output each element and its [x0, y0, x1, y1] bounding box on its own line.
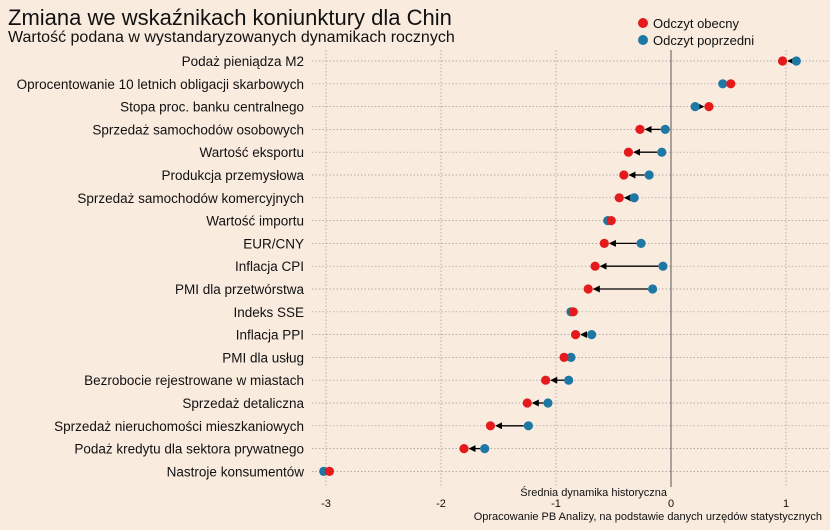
x-tick-label: -1: [551, 498, 561, 510]
y-tick-label: Produkcja przemysłowa: [161, 168, 304, 183]
point-previous: [629, 193, 639, 203]
y-tick-label: PMI dla usług: [222, 350, 304, 365]
point-current: [583, 284, 593, 294]
y-tick-label: Wartość eksportu: [199, 145, 304, 160]
row-podaz-kredytu-dla-sektora-prywatnego: [459, 444, 490, 454]
point-current: [568, 307, 578, 317]
y-tick-label: PMI dla przetwórstwa: [175, 282, 305, 297]
y-tick-label: Inflacja CPI: [235, 259, 304, 274]
row-wartosc-importu: [603, 216, 616, 226]
y-tick-label: Sprzedaż detaliczna: [182, 396, 304, 411]
row-pmi-dla-uslug: [559, 352, 576, 362]
point-current: [590, 261, 600, 271]
point-current: [485, 421, 496, 431]
legend-label-previous: Odczyt poprzedni: [653, 33, 754, 48]
point-previous: [791, 56, 801, 66]
y-tick-label: Bezrobocie rejestrowane w miastach: [84, 373, 304, 388]
y-tick-label: Podaż pieniądza M2: [182, 54, 304, 69]
row-indeks-sse: [566, 307, 578, 317]
point-previous: [660, 124, 670, 134]
row-podaz-pieniadza-m2: [777, 56, 801, 66]
point-current: [541, 375, 551, 385]
point-previous: [644, 170, 654, 180]
point-current: [522, 398, 532, 408]
x-tick-label: 0: [668, 498, 674, 510]
point-previous: [543, 398, 553, 408]
row-bezrobocie-rejestrowane-w-miastach: [541, 375, 574, 385]
y-tick-label: Wartość importu: [206, 214, 304, 229]
point-current: [559, 352, 569, 362]
x-tick-label: 1: [783, 498, 789, 510]
y-tick-label: Inflacja PPI: [236, 328, 304, 343]
y-tick-label: Oprocentowanie 10 letnich obligacji skar…: [17, 77, 304, 92]
point-current: [704, 102, 714, 112]
point-current: [726, 79, 736, 89]
row-sprzedaz-nieruchomosci-mieszkaniowych: [485, 421, 534, 431]
legend-marker-current: [638, 18, 648, 28]
y-tick-label: Sprzedaż samochodów osobowych: [92, 122, 304, 137]
row-nastroje-konsumentow: [319, 466, 335, 476]
point-previous: [636, 238, 646, 248]
y-tick-label: Indeks SSE: [233, 305, 304, 320]
point-current: [459, 444, 469, 454]
row-wartosc-eksportu: [623, 147, 667, 157]
point-current: [614, 193, 624, 203]
row-oprocentowanie-10-letnich-obligacji-skarbowych: [718, 79, 736, 89]
y-tick-label: Sprzedaż samochodów komercyjnych: [77, 191, 304, 206]
row-eur-cny: [599, 238, 646, 248]
x-axis-labels: -3 -2 -1 0 1: [321, 498, 789, 510]
row-sprzedaz-samochodow-komercyjnych: [614, 193, 639, 203]
point-previous: [690, 102, 700, 112]
point-previous: [523, 421, 534, 431]
marks: [319, 56, 801, 476]
point-current: [570, 330, 581, 340]
point-current: [324, 466, 335, 476]
y-axis-labels: Podaż pieniądza M2 Oprocentowanie 10 letn…: [17, 54, 305, 479]
point-current: [623, 147, 634, 157]
point-previous: [648, 284, 658, 294]
legend-marker-previous: [638, 35, 648, 45]
row-pmi-dla-przetworstwa: [583, 284, 658, 294]
row-sprzedaz-detaliczna: [522, 398, 553, 408]
row-inflacja-cpi: [590, 261, 668, 271]
point-previous: [718, 79, 728, 89]
point-previous: [587, 330, 597, 340]
x-tick-label: -3: [321, 498, 331, 510]
row-stopa-proc-banku-centralnego: [690, 102, 714, 112]
point-previous: [564, 375, 574, 385]
x-tick-label: -2: [436, 498, 446, 510]
y-tick-label: Nastroje konsumentów: [167, 464, 305, 479]
point-current: [777, 56, 788, 66]
point-previous: [658, 261, 668, 271]
grid: [312, 50, 830, 487]
chart-subtitle: Wartość podana w wystandaryzowanych dyna…: [8, 29, 455, 46]
x-axis-title: Średnia dynamika historyczna: [520, 486, 668, 499]
legend-label-current: Odczyt obecny: [653, 16, 739, 31]
point-current: [606, 216, 616, 226]
row-inflacja-ppi: [570, 330, 597, 340]
point-previous: [480, 444, 490, 454]
point-current: [599, 238, 609, 248]
y-tick-label: Sprzedaż nieruchomości mieszkaniowych: [54, 419, 304, 434]
y-tick-label: Podaż kredytu dla sektora prywatnego: [74, 442, 304, 457]
point-previous: [657, 147, 667, 157]
point-previous: [566, 352, 576, 362]
chart-title: Zmiana we wskaźnikach koniunktury dla Ch…: [8, 5, 452, 30]
row-produkcja-przemyslowa: [619, 170, 654, 180]
y-tick-label: EUR/CNY: [243, 236, 304, 251]
chart-caption: Opracowanie PB Analizy, na podstawie dan…: [474, 511, 822, 523]
y-tick-label: Stopa proc. banku centralnego: [120, 100, 304, 115]
point-current: [619, 170, 629, 180]
row-sprzedaz-samochodow-osobowych: [635, 124, 670, 134]
point-current: [635, 124, 645, 134]
legend: Odczyt obecny Odczyt poprzedni: [638, 16, 754, 48]
